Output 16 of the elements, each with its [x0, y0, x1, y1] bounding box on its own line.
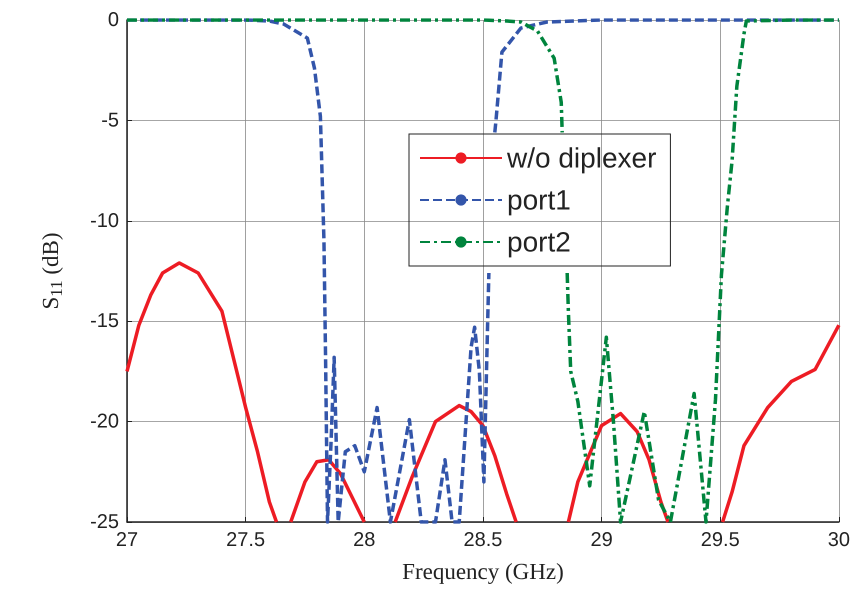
- legend-label: port2: [507, 226, 571, 258]
- x-tick-label: 30: [828, 529, 850, 551]
- y-tick-label: -10: [90, 210, 119, 232]
- x-tick-label: 28.5: [463, 529, 502, 551]
- y-axis-title: S11 (dB): [38, 232, 66, 310]
- y-tick-label: -5: [101, 109, 119, 132]
- x-tick-label: 29.5: [700, 529, 740, 551]
- x-axis-title: Frequency (GHz): [402, 559, 564, 584]
- legend-label: w/o diplexer: [506, 142, 656, 174]
- x-tick-label: 28: [353, 529, 376, 551]
- x-tick-label: 27.5: [226, 529, 266, 551]
- legend-label: port1: [507, 184, 571, 216]
- y-tick-label: -15: [90, 310, 119, 332]
- y-tick-label: -20: [90, 410, 119, 433]
- y-tick-label: 0: [108, 9, 119, 31]
- x-tick-label: 29: [590, 529, 613, 551]
